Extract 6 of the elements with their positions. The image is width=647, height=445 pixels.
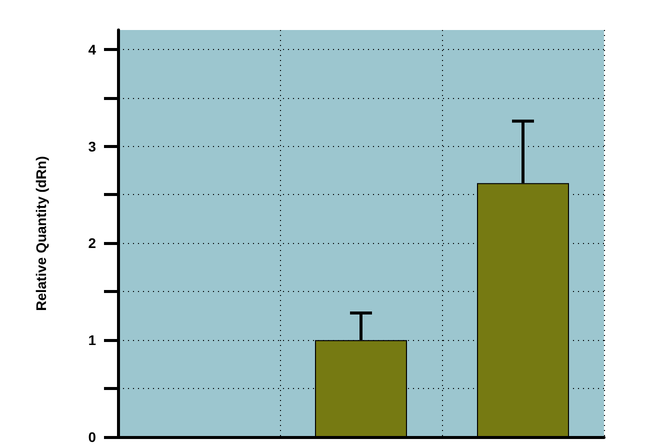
y-tick-label: 4 <box>88 41 96 58</box>
y-axis-title: Relative Quantity (dRn) <box>33 156 49 311</box>
y-tick-label: 1 <box>88 332 96 348</box>
y-tick-label: 2 <box>88 235 96 252</box>
y-tick-label: 0 <box>88 429 96 445</box>
y-tick-label: 3 <box>88 138 96 154</box>
